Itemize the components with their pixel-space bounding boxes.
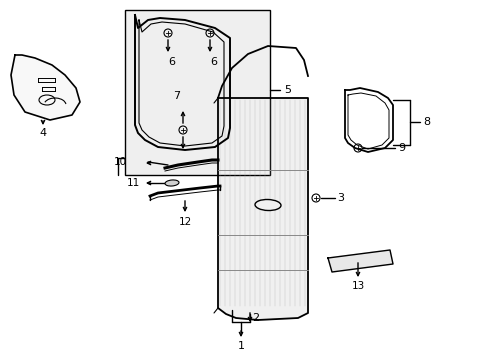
Text: 12: 12 (178, 217, 191, 227)
Ellipse shape (164, 180, 179, 186)
Text: 10: 10 (113, 157, 126, 167)
Text: 7: 7 (173, 91, 180, 101)
Text: 6: 6 (168, 57, 175, 67)
Bar (125, 10, 269, 175)
Text: 2: 2 (252, 313, 259, 323)
Text: 5: 5 (284, 85, 291, 95)
Polygon shape (327, 250, 392, 272)
Ellipse shape (39, 95, 55, 105)
Polygon shape (218, 98, 307, 320)
Text: 8: 8 (423, 117, 429, 127)
Text: 13: 13 (351, 281, 364, 291)
Text: 6: 6 (210, 57, 217, 67)
Text: 11: 11 (126, 178, 140, 188)
Polygon shape (11, 55, 80, 120)
Ellipse shape (254, 199, 281, 211)
Text: 1: 1 (237, 341, 244, 351)
Text: 9: 9 (398, 143, 405, 153)
Text: 4: 4 (40, 128, 46, 138)
Text: 3: 3 (337, 193, 344, 203)
